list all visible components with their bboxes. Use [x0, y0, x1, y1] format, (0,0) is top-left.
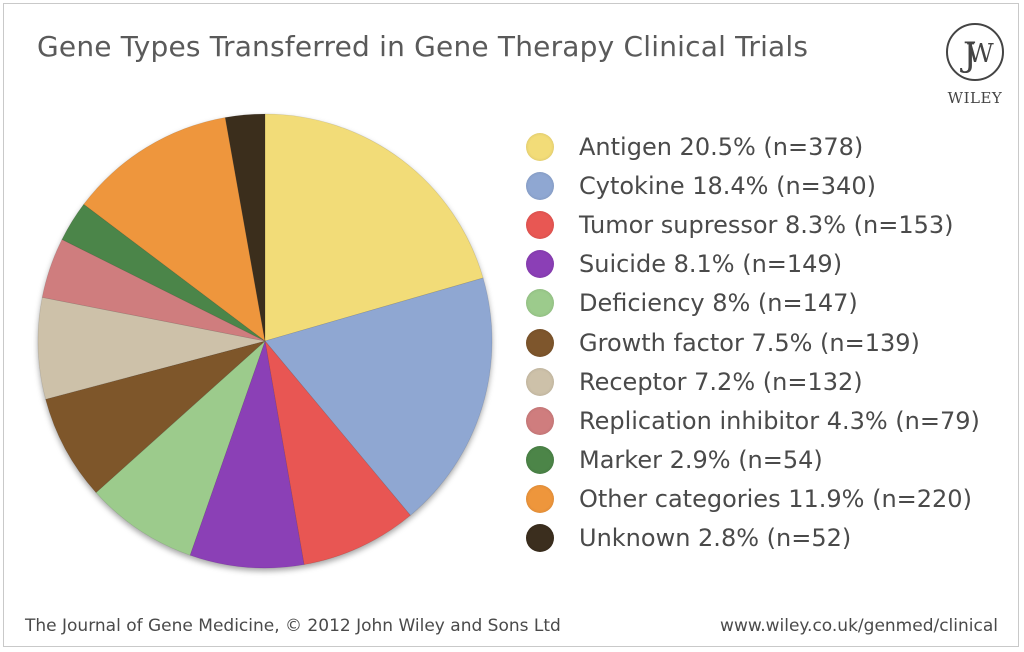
legend-item: Antigen 20.5% (n=378)	[526, 127, 980, 166]
legend-item: Unknown 2.8% (n=52)	[526, 519, 980, 558]
legend-swatch	[526, 132, 554, 161]
legend-swatch	[526, 367, 554, 396]
legend-item: Replication inhibitor 4.3% (n=79)	[526, 401, 980, 440]
legend-swatch	[526, 250, 554, 279]
legend-label: Replication inhibitor 4.3% (n=79)	[579, 406, 980, 435]
legend-swatch	[526, 171, 554, 200]
pie-slice-suicide	[189, 339, 305, 569]
legend-label: Tumor supressor 8.3% (n=153)	[579, 210, 954, 239]
legend-item: Marker 2.9% (n=54)	[526, 441, 980, 480]
legend-label: Growth factor 7.5% (n=139)	[579, 328, 920, 357]
footer-url: www.wiley.co.uk/genmed/clinical	[720, 616, 998, 636]
pie-slice-growth-factor	[45, 340, 266, 493]
wiley-jw-monogram-icon: J W	[946, 23, 1004, 81]
footer-citation: The Journal of Gene Medicine, © 2012 Joh…	[25, 616, 561, 636]
legend-swatch	[526, 524, 554, 553]
pie-slice-deficiency	[95, 340, 266, 556]
pie-slice-unknown	[224, 113, 266, 342]
legend-item: Deficiency 8% (n=147)	[526, 284, 980, 323]
legend-label: Unknown 2.8% (n=52)	[579, 524, 852, 553]
legend-label: Cytokine 18.4% (n=340)	[579, 171, 876, 200]
wiley-logo: J W WILEY	[943, 16, 1007, 112]
legend-swatch	[526, 289, 554, 318]
legend-item: Suicide 8.1% (n=149)	[526, 245, 980, 284]
pie-slice-cytokine	[264, 277, 493, 516]
legend-label: Other categories 11.9% (n=220)	[579, 485, 972, 514]
pie-slice-other-categories	[83, 117, 266, 342]
legend-item: Cytokine 18.4% (n=340)	[526, 166, 980, 205]
legend-swatch	[526, 485, 554, 514]
pie-slice-tumor-supressor	[264, 339, 411, 565]
svg-text:W: W	[967, 39, 994, 69]
svg-text:J: J	[960, 35, 977, 75]
legend-item: Tumor supressor 8.3% (n=153)	[526, 205, 980, 244]
legend-label: Deficiency 8% (n=147)	[579, 289, 858, 318]
legend-item: Growth factor 7.5% (n=139)	[526, 323, 980, 362]
chart-legend: Antigen 20.5% (n=378) Cytokine 18.4% (n=3…	[526, 127, 980, 558]
legend-label: Antigen 20.5% (n=378)	[579, 132, 864, 161]
legend-swatch	[526, 328, 554, 357]
legend-label: Receptor 7.2% (n=132)	[579, 367, 863, 396]
wiley-logo-text: WILEY	[947, 89, 1003, 107]
pie-slice-receptor	[37, 297, 266, 400]
legend-item: Receptor 7.2% (n=132)	[526, 362, 980, 401]
legend-swatch	[526, 210, 554, 239]
legend-swatch	[526, 406, 554, 435]
legend-item: Other categories 11.9% (n=220)	[526, 480, 980, 519]
pie-slice-antigen	[264, 113, 484, 342]
legend-swatch	[526, 446, 554, 475]
legend-label: Marker 2.9% (n=54)	[579, 446, 823, 475]
legend-label: Suicide 8.1% (n=149)	[579, 250, 843, 279]
chart-title: Gene Types Transferred in Gene Therapy C…	[37, 30, 809, 63]
